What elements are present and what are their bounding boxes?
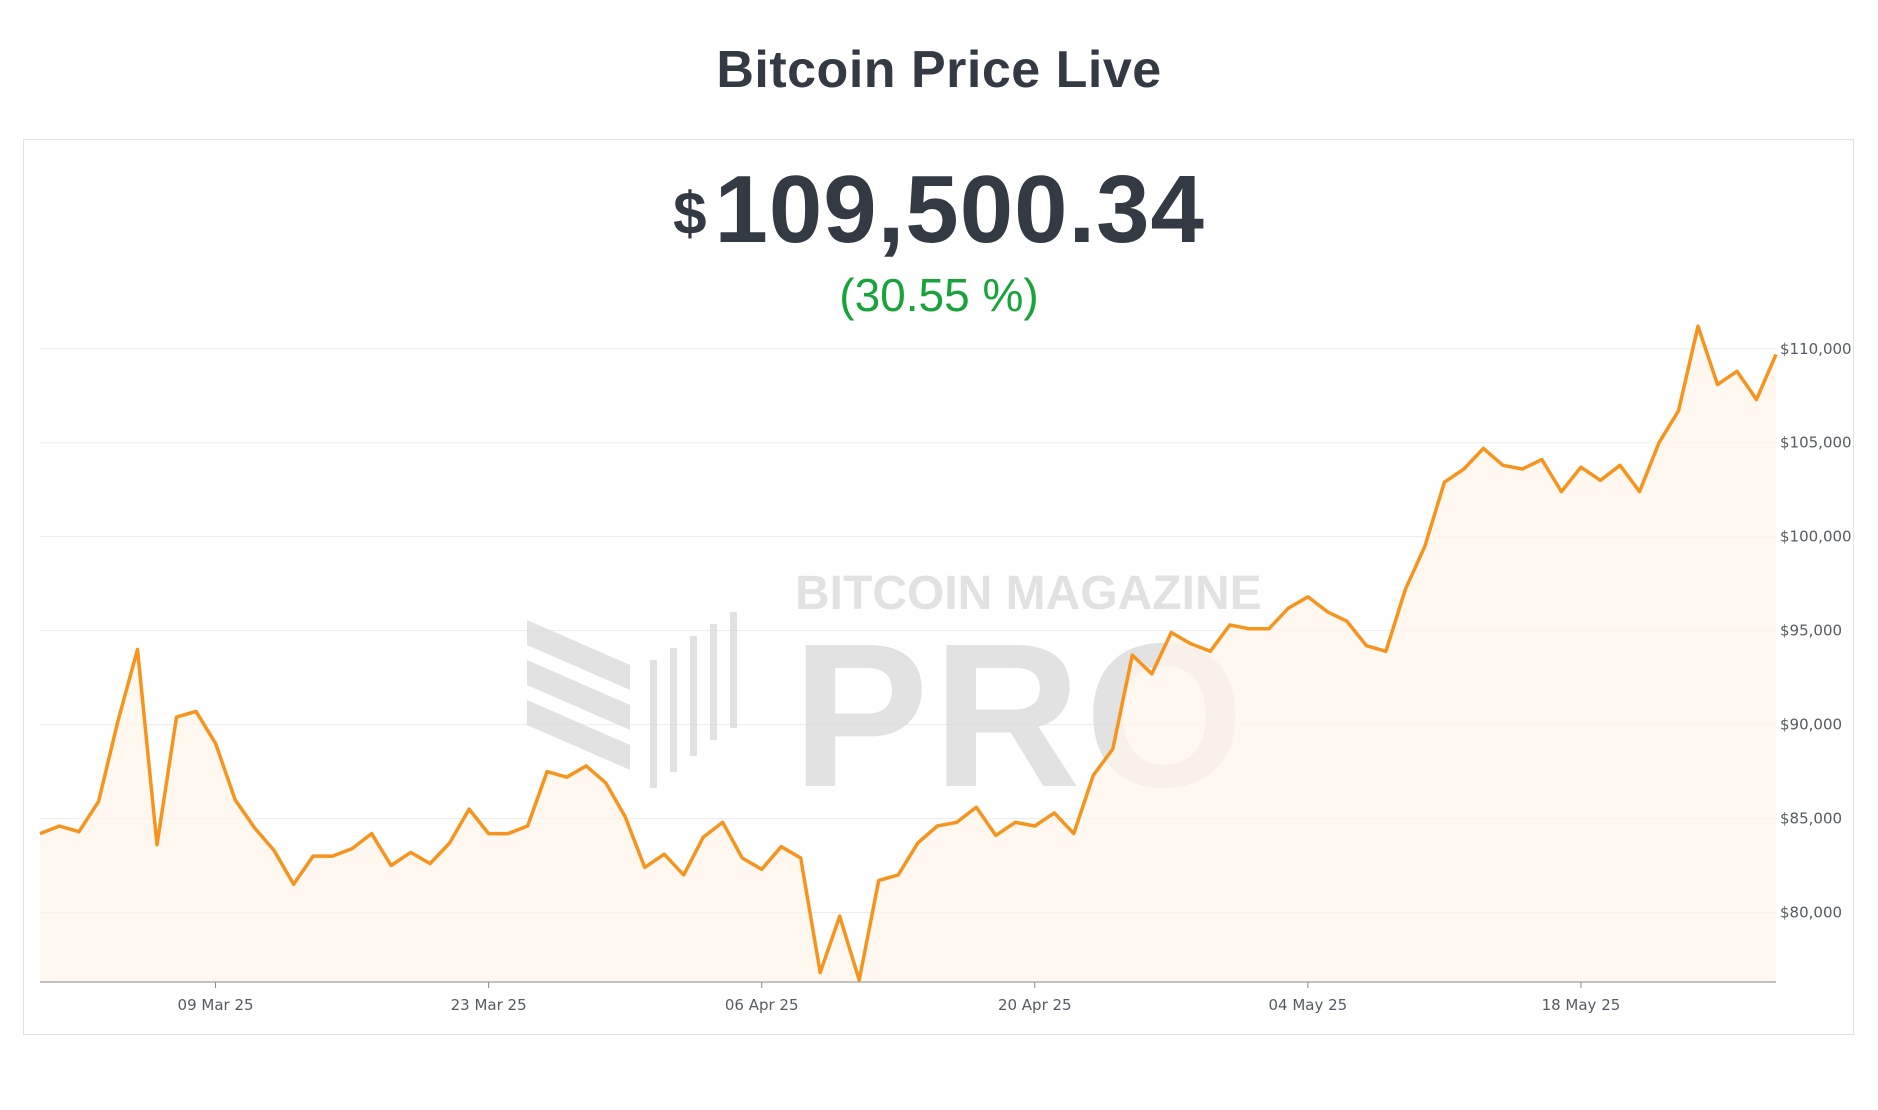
current-price: $109,500.34 <box>0 162 1878 258</box>
page-title: Bitcoin Price Live <box>716 41 1162 99</box>
x-tick-label: 04 May 25 <box>1268 996 1347 1014</box>
x-tick-label: 18 May 25 <box>1542 996 1621 1014</box>
price-change-percent: (30.55 %) <box>839 269 1039 321</box>
y-tick-label: $105,000 <box>1780 434 1852 452</box>
watermark-line1: BITCOIN MAGAZINE <box>795 567 1262 620</box>
price-value: 109,500.34 <box>714 156 1205 263</box>
x-tick-label: 06 Apr 25 <box>725 996 799 1014</box>
y-tick-label: $100,000 <box>1780 528 1852 546</box>
currency-symbol: $ <box>673 180 707 247</box>
x-tick-label: 09 Mar 25 <box>178 996 254 1014</box>
y-axis: $80,000 $85,000 $90,000 $95,000 $100,000 $105… <box>1780 340 1852 922</box>
x-tick-label: 23 Mar 25 <box>451 996 527 1014</box>
x-tick-label: 20 Apr 25 <box>998 996 1072 1014</box>
price-series-line[interactable] <box>39 324 1778 982</box>
bitcoin-magazine-logo-icon <box>527 612 737 788</box>
y-tick-label: $90,000 <box>1780 716 1842 734</box>
y-tick-label: $95,000 <box>1780 622 1842 640</box>
y-tick-label: $110,000 <box>1780 340 1852 358</box>
x-axis: 09 Mar 25 23 Mar 25 06 Apr 25 20 Apr 25 04 M… <box>178 982 1621 1014</box>
y-tick-label: $85,000 <box>1780 810 1842 828</box>
y-tick-label: $80,000 <box>1780 903 1842 921</box>
